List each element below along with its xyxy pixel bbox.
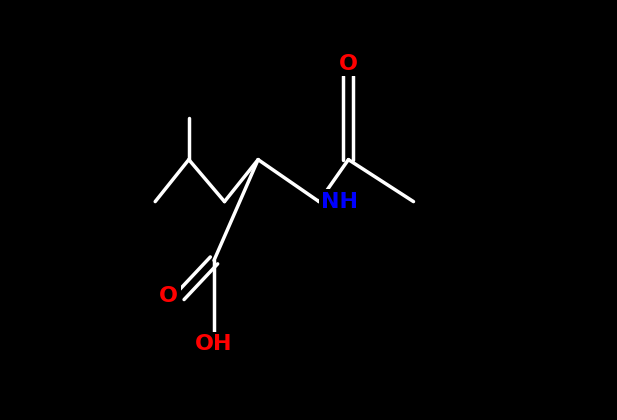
Text: O: O: [159, 286, 178, 306]
Text: OH: OH: [195, 334, 233, 354]
Text: NH: NH: [321, 192, 358, 212]
Text: O: O: [339, 53, 358, 74]
